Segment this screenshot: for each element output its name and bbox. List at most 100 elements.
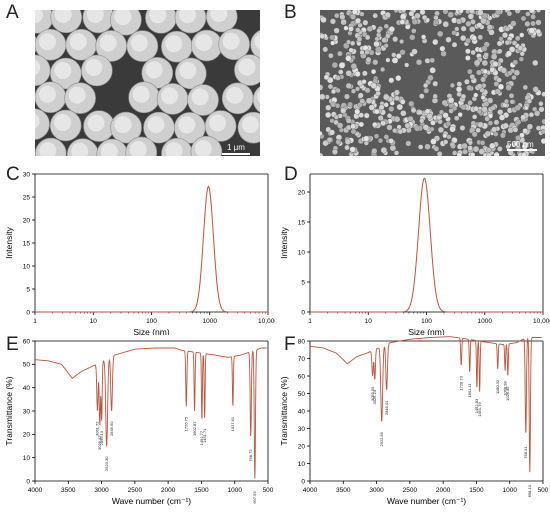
sem-particle [486, 147, 492, 153]
sem-particle [476, 83, 483, 90]
sem-particle [442, 133, 448, 139]
y-tick-label: 30 [298, 426, 306, 433]
sem-particle [410, 107, 417, 114]
sem-particle [532, 86, 539, 93]
sem-particle [540, 129, 545, 135]
sem-particle [388, 77, 395, 84]
sem-particle [498, 114, 506, 121]
sem-particle [433, 146, 440, 152]
x-tick-label: 1000 [502, 487, 517, 494]
sem-particle [511, 74, 517, 81]
scalebar-label-b: 500 nm [507, 140, 534, 149]
sem-particle [460, 93, 467, 100]
sem-particle [361, 70, 368, 77]
sem-particle [350, 13, 357, 20]
sem-particle [393, 116, 401, 123]
sem-particle [345, 70, 352, 77]
x-tick-label: 1000 [227, 487, 242, 494]
peak-annotation: 1728.73 [458, 375, 463, 390]
sem-particle-highlight [145, 61, 163, 79]
sem-particle-highlight [114, 10, 132, 26]
sem-particle [470, 49, 476, 56]
sem-image-b-particles [320, 10, 545, 156]
y-tick-label: 50 [23, 362, 31, 369]
sem-particle [467, 140, 473, 146]
sem-particle [519, 32, 525, 38]
sem-particle [471, 131, 478, 138]
sem-particle [530, 20, 536, 27]
sem-particle [359, 98, 366, 104]
ftir-chart-e: 4000 3500 3000 2500 2000 1500 1000 500 0 10 20 30 40… [4, 338, 274, 506]
sem-particle [373, 133, 380, 139]
x-axis-label: Wave number (cm⁻¹) [387, 496, 466, 506]
sem-particle [393, 150, 400, 156]
y-tick-label: 30 [23, 171, 31, 178]
sem-particle [364, 112, 370, 119]
sem-particle [393, 89, 400, 96]
sem-particle [520, 114, 527, 121]
sem-particle [320, 152, 324, 156]
sem-particle [372, 121, 378, 128]
sem-particle [514, 10, 521, 14]
sem-particle [483, 52, 489, 58]
sem-particle [418, 144, 424, 150]
sem-particle [405, 140, 412, 147]
y-tick-label: 50 [298, 391, 306, 398]
sem-particle [441, 99, 448, 106]
sem-particle [541, 91, 545, 97]
sem-particle [326, 137, 333, 143]
sem-particle [35, 108, 50, 140]
y-tick-label: 20 [298, 443, 306, 450]
sem-particle [429, 57, 435, 64]
sem-particle [372, 12, 378, 19]
sem-particle [476, 22, 483, 29]
sem-particle [392, 36, 399, 43]
sem-particle [374, 108, 380, 115]
sem-particle [424, 143, 431, 150]
sem-particle [338, 62, 346, 69]
panel-letter-d: D [284, 164, 298, 185]
x-tick-label: 3000 [94, 487, 109, 494]
sem-particle-highlight [130, 34, 148, 52]
x-axis-label: Wave number (cm⁻¹) [112, 496, 191, 506]
sem-particle [512, 59, 519, 66]
dls-chart-d: 1 10 100 1000 10,000 0 5 10 15 20 Size (nm) Intensi… [279, 173, 550, 335]
sem-particle [473, 105, 479, 112]
sem-particle [345, 55, 352, 62]
sem-particle [394, 95, 400, 101]
y-tick-label: 5 [301, 279, 305, 286]
sem-particle [480, 17, 487, 25]
peak-annotation: 758.72 [248, 449, 253, 462]
sem-particle [328, 52, 334, 59]
sem-particle-highlight [195, 34, 213, 52]
y-tick-label: 70 [298, 356, 306, 363]
sem-particle [525, 11, 531, 17]
sem-particle-highlight [147, 116, 165, 134]
sem-particle [523, 105, 529, 111]
sem-particle [383, 93, 390, 101]
sem-particle-highlight [99, 34, 117, 52]
sem-particle [364, 34, 371, 41]
sem-particle [355, 27, 361, 33]
sem-particle [350, 63, 358, 70]
sem-particle-highlight [241, 116, 259, 134]
sem-particle [356, 41, 362, 47]
sem-particle [421, 14, 428, 21]
sem-particle [536, 10, 541, 13]
sem-particle [439, 45, 446, 52]
peak-annotation: 2849.01 [384, 400, 389, 415]
y-tick-label: 40 [23, 385, 31, 392]
sem-particle [487, 120, 494, 126]
x-tick-label: 2500 [128, 487, 143, 494]
sem-particle [493, 119, 500, 126]
sem-particle [433, 15, 439, 21]
sem-particle [348, 153, 354, 156]
sem-particle [391, 52, 397, 58]
sem-particle [424, 57, 431, 64]
x-tick-label: 1 [308, 318, 312, 325]
sem-particle [472, 145, 480, 153]
sem-particle [388, 138, 394, 144]
sem-particle [354, 71, 361, 77]
y-tick-label: 0 [301, 309, 305, 316]
sem-particle [470, 152, 476, 156]
